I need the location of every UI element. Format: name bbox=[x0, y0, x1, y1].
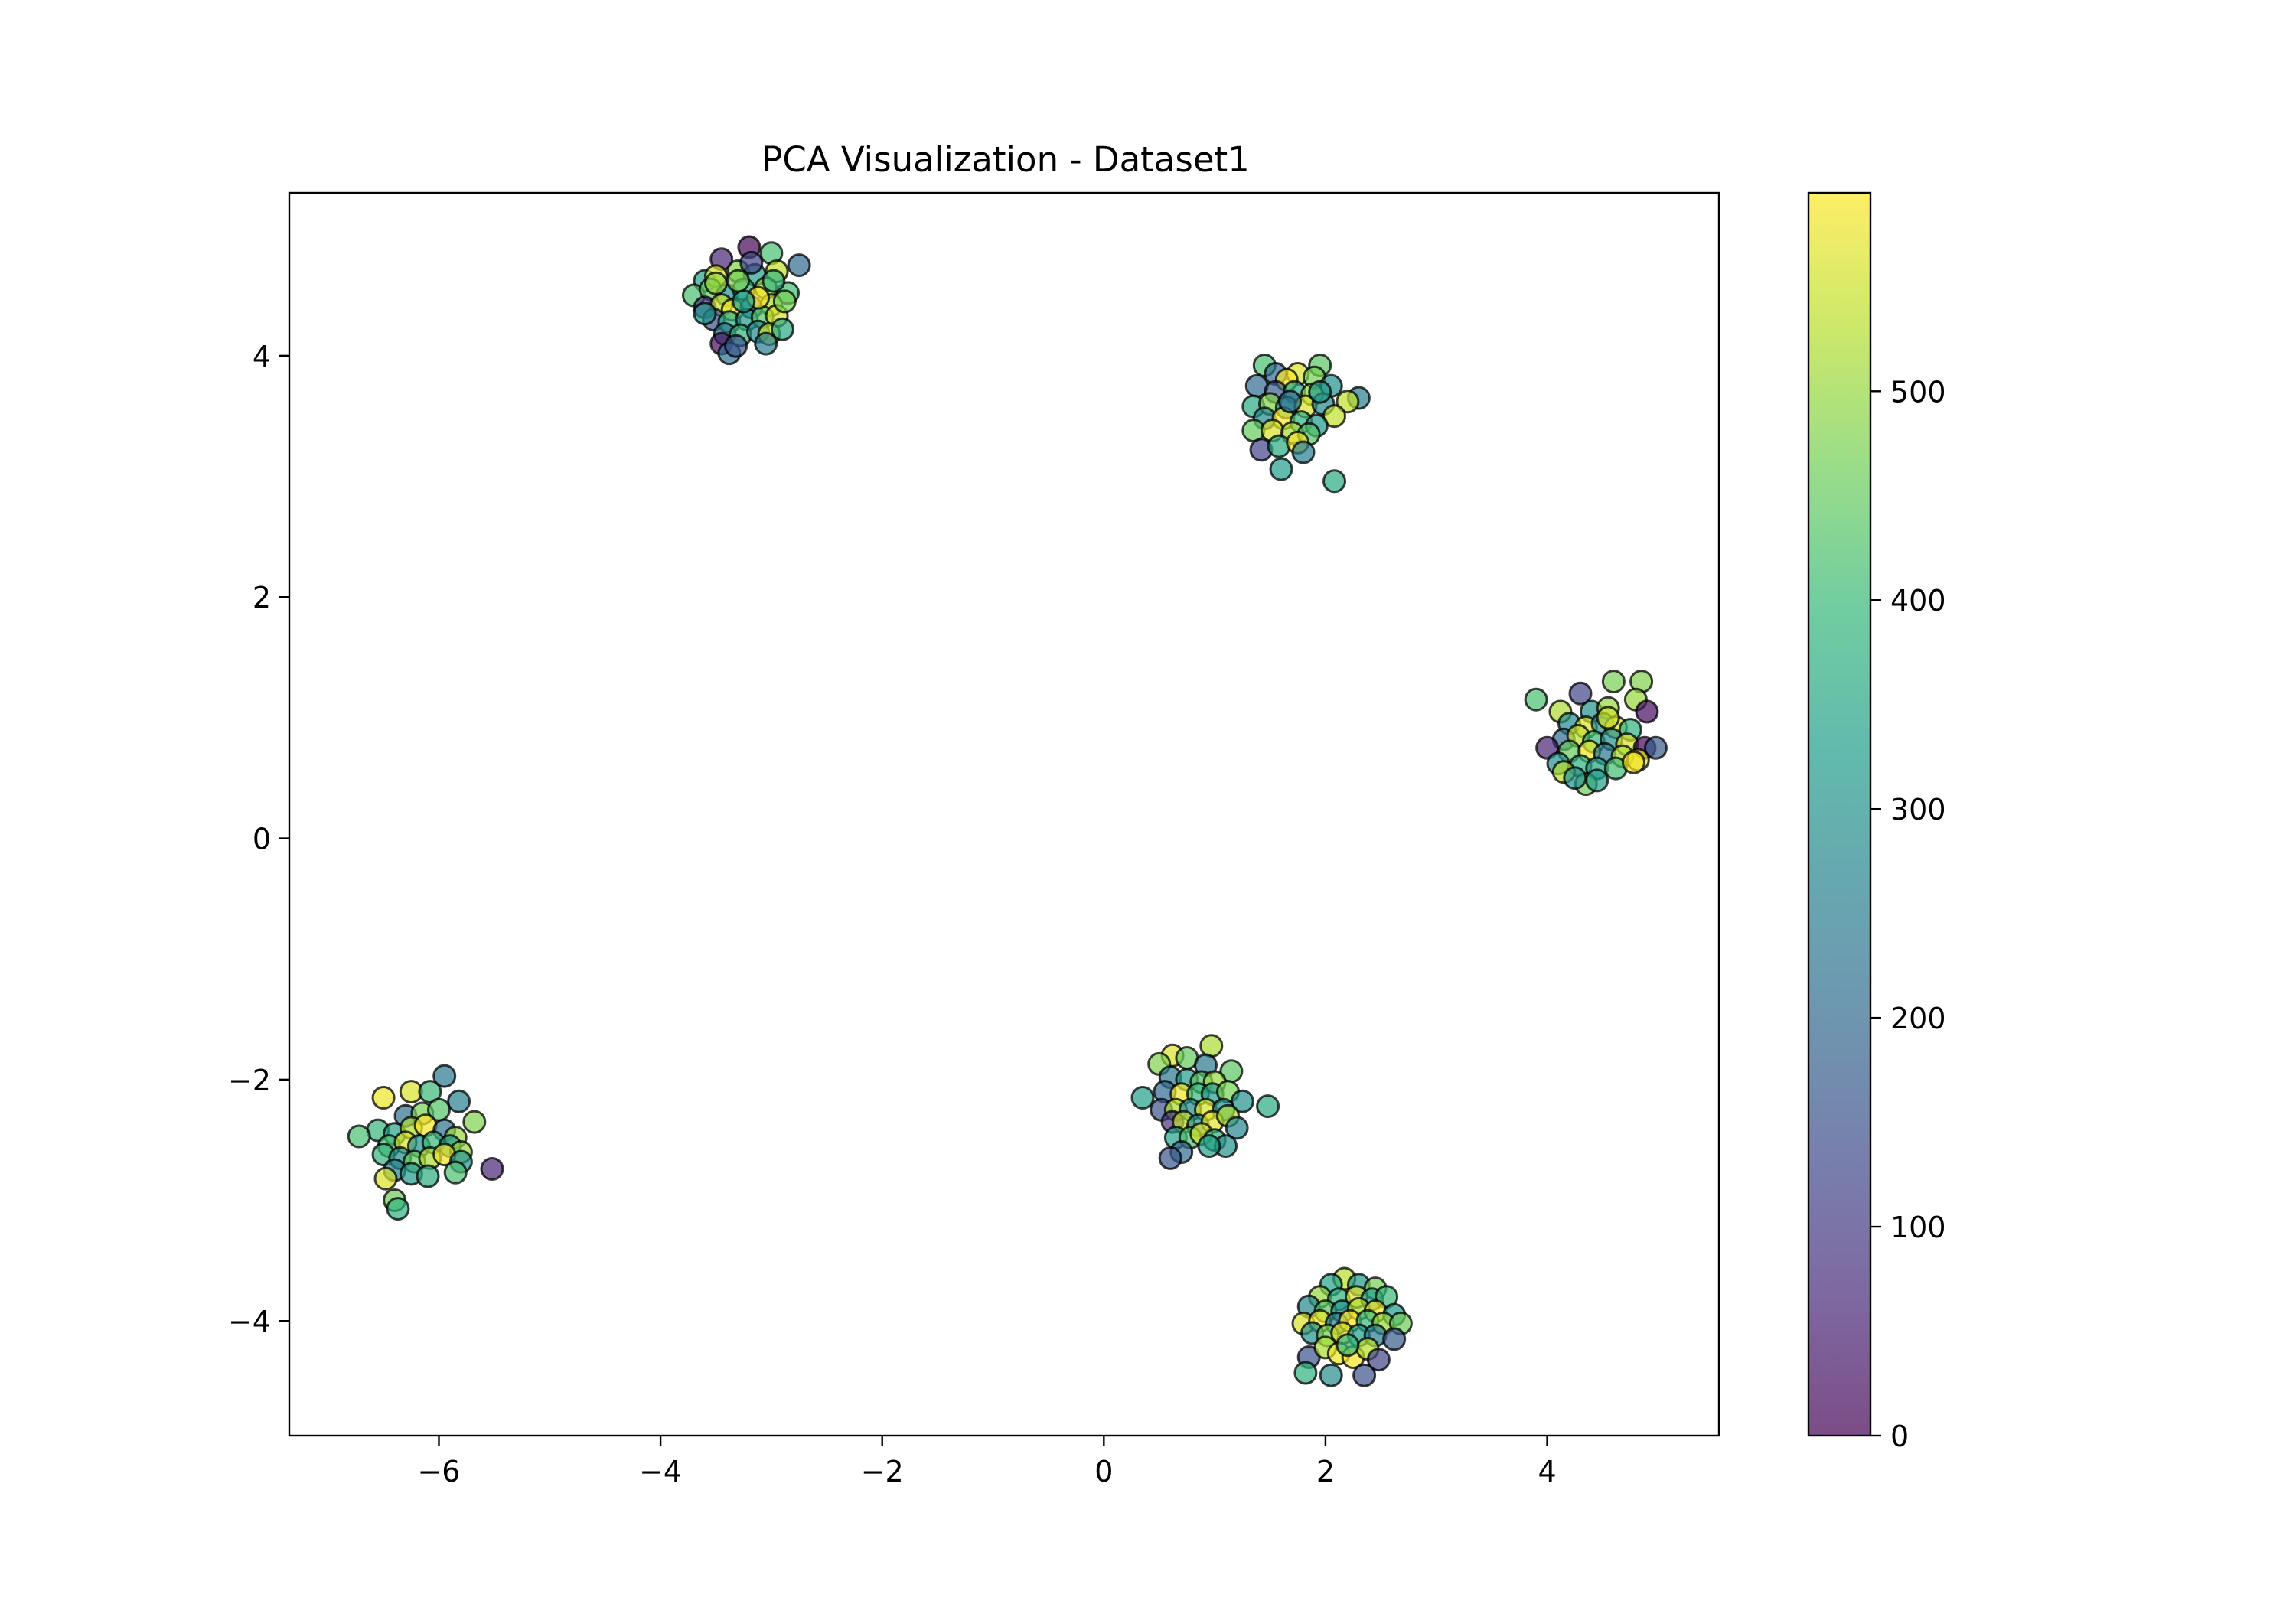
scatter-point bbox=[1336, 1333, 1360, 1358]
scatter-point bbox=[1644, 735, 1668, 760]
scatter-point bbox=[1278, 390, 1303, 414]
scatter-point bbox=[1130, 1086, 1155, 1110]
scatter-point bbox=[416, 1164, 440, 1188]
scatter-point bbox=[1158, 1146, 1182, 1170]
y-tick-label: 2 bbox=[253, 581, 271, 614]
scatter-point bbox=[386, 1197, 410, 1221]
scatter-point bbox=[1352, 1363, 1377, 1387]
colorbar-frame bbox=[1807, 191, 1872, 1437]
scatter-point bbox=[772, 289, 797, 314]
y-tick-label: −2 bbox=[228, 1064, 271, 1097]
scatter-point bbox=[371, 1086, 396, 1110]
colorbar-tick-label: 400 bbox=[1890, 584, 1946, 618]
scatter-point bbox=[1382, 1327, 1407, 1351]
scatter-point bbox=[1319, 1363, 1343, 1387]
y-tick-label: −4 bbox=[228, 1305, 271, 1338]
colorbar-gradient bbox=[1808, 193, 1870, 1436]
scatter-point bbox=[1199, 1034, 1224, 1058]
scatter-point bbox=[1291, 440, 1316, 464]
scatter-point bbox=[693, 302, 717, 326]
scatter-point bbox=[1197, 1134, 1221, 1159]
scatter-point bbox=[1336, 390, 1360, 414]
scatter-point bbox=[1366, 1348, 1391, 1372]
scatter-point bbox=[1256, 1094, 1280, 1119]
scatter-point bbox=[1225, 1116, 1249, 1140]
colorbar-ticks: 0 100 200 300 400 500 bbox=[1870, 375, 1946, 1453]
scatter-point bbox=[1568, 681, 1593, 706]
scatter-point bbox=[462, 1110, 487, 1134]
colorbar-tick-label: 500 bbox=[1890, 375, 1946, 409]
x-tick-label: −4 bbox=[639, 1455, 682, 1488]
scatter-point bbox=[1293, 1361, 1318, 1385]
scatter-point bbox=[1322, 404, 1346, 429]
y-tick-label: 4 bbox=[253, 340, 271, 373]
colorbar: 0 100 200 300 400 500 bbox=[1807, 191, 1946, 1453]
scatter-point bbox=[770, 317, 794, 341]
scatter-point bbox=[754, 331, 778, 356]
scatter-point bbox=[1563, 766, 1587, 790]
x-axis: −6 −4 −2 0 2 4 bbox=[417, 1436, 1557, 1488]
scatter-point bbox=[1596, 706, 1620, 730]
scatter-point bbox=[704, 271, 728, 295]
plot-frame bbox=[288, 191, 1720, 1437]
x-tick-label: 2 bbox=[1316, 1455, 1335, 1488]
scatter-point bbox=[1622, 750, 1645, 774]
scatter-point bbox=[762, 269, 786, 293]
scatter-point bbox=[480, 1157, 504, 1181]
scatter-points bbox=[347, 235, 1668, 1387]
scatter-point bbox=[1322, 469, 1346, 494]
colorbar-tick-label: 200 bbox=[1890, 1002, 1946, 1035]
scatter-point bbox=[443, 1160, 468, 1185]
scatter-point bbox=[732, 289, 756, 314]
scatter-point bbox=[1585, 768, 1609, 793]
colorbar-tick-label: 300 bbox=[1890, 793, 1946, 826]
scatter-point bbox=[726, 269, 750, 293]
colorbar-tick-label: 0 bbox=[1890, 1420, 1909, 1453]
x-tick-label: −2 bbox=[861, 1455, 904, 1488]
scatter-point bbox=[1269, 457, 1293, 481]
scatter-point bbox=[1308, 380, 1332, 404]
chart-title: PCA Visualization - Dataset1 bbox=[762, 139, 1250, 180]
colorbar-tick-label: 100 bbox=[1890, 1211, 1946, 1244]
scatter-point bbox=[373, 1166, 398, 1191]
x-tick-label: −6 bbox=[417, 1455, 460, 1488]
x-tick-label: 4 bbox=[1538, 1455, 1556, 1488]
y-axis: −4 −2 0 2 4 bbox=[228, 340, 289, 1338]
scatter-point bbox=[432, 1064, 457, 1088]
scatter-point bbox=[1524, 687, 1548, 712]
scatter-point bbox=[724, 334, 748, 358]
scatter-point bbox=[447, 1089, 471, 1113]
scatter-point bbox=[1601, 670, 1626, 694]
plot-area bbox=[288, 191, 1720, 1437]
scatter-point bbox=[1267, 434, 1291, 458]
scatter-point bbox=[739, 250, 764, 275]
y-tick-label: 0 bbox=[253, 823, 271, 856]
scatter-point bbox=[347, 1124, 371, 1149]
plot-background bbox=[289, 193, 1719, 1436]
x-tick-label: 0 bbox=[1094, 1455, 1113, 1488]
scatter-point bbox=[1635, 699, 1659, 724]
scatter-point bbox=[787, 253, 811, 278]
